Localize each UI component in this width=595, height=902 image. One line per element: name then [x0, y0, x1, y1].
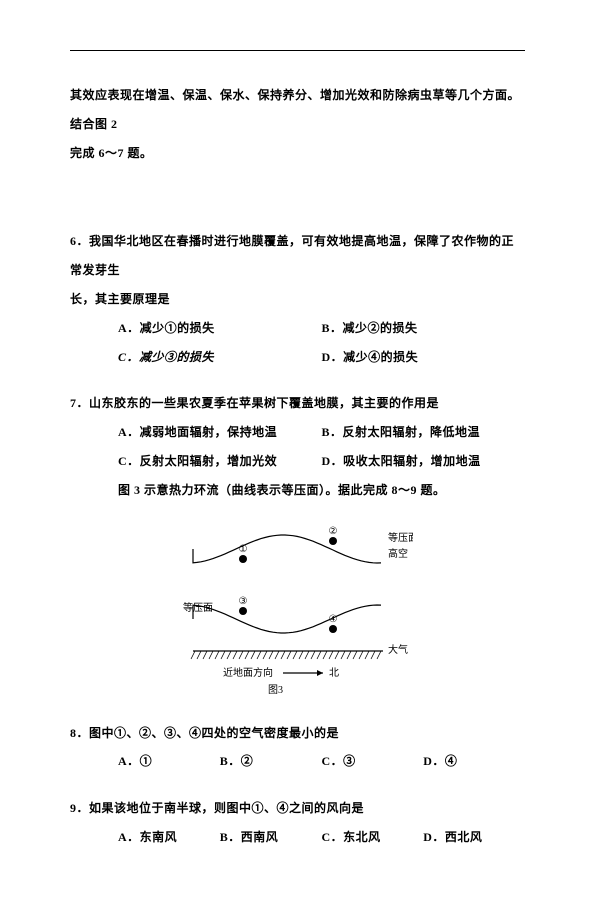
svg-text:等压面: 等压面: [388, 531, 413, 544]
q6-option-b: B．减少②的损失: [322, 314, 526, 343]
q8-option-a: A．①: [118, 747, 220, 776]
q7-options-row1: A．减弱地面辐射，保持地温 B．反射太阳辐射，降低地温: [118, 418, 525, 447]
q6-option-c: C．减少③的损失: [118, 343, 322, 372]
question-8: 8．图中①、②、③、④四处的空气密度最小的是 A．① B．② C．③ D．④: [70, 719, 525, 777]
q6-option-a: A．减少①的损失: [118, 314, 322, 343]
svg-text:近地面方向: 近地面方向: [223, 666, 273, 679]
q7-followup-note: 图 3 示意热力环流（曲线表示等压面）。据此完成 8～9 题。: [118, 476, 525, 505]
top-rule: [70, 50, 525, 51]
question-6: 6．我国华北地区在春播时进行地膜覆盖，可有效地提高地温，保障了农作物的正常发芽生…: [70, 227, 525, 371]
svg-text:②: ②: [328, 526, 337, 537]
q7-options-row2: C．反射太阳辐射，增加光效 D．吸收太阳辐射，增加地温: [118, 447, 525, 476]
svg-text:高空: 高空: [388, 547, 408, 560]
intro-line1: 其效应表现在增温、保温、保水、保持养分、增加光效和防除病虫草等几个方面。结合图 …: [70, 81, 525, 139]
q8-option-d: D．④: [423, 747, 525, 776]
q9-stem: 9．如果该地位于南半球，则图中①、④之间的风向是: [70, 794, 525, 823]
svg-text:③: ③: [238, 596, 247, 607]
q9-option-b: B．西南风: [220, 823, 322, 852]
q6-options-row2: C．减少③的损失 D．减少④的损失: [118, 343, 525, 372]
svg-text:①: ①: [238, 544, 247, 555]
question-9: 9．如果该地位于南半球，则图中①、④之间的风向是 A．东南风 B．西南风 C．东…: [70, 794, 525, 852]
q9-options: A．东南风 B．西南风 C．东北风 D．西北风: [118, 823, 525, 852]
q7-option-c: C．反射太阳辐射，增加光效: [118, 447, 322, 476]
svg-text:等压面: 等压面: [183, 601, 213, 614]
intro-line2: 完成 6～7 题。: [70, 139, 525, 168]
q9-option-c: C．东北风: [322, 823, 424, 852]
svg-text:图3: 图3: [268, 684, 283, 696]
q8-options: A．① B．② C．③ D．④: [118, 747, 525, 776]
q9-option-d: D．西北风: [423, 823, 525, 852]
q7-option-b: B．反射太阳辐射，降低地温: [322, 418, 526, 447]
figure-3-svg: ①②③④等压面高空等压面大气近地面方向北图3: [183, 521, 413, 701]
q6-option-d: D．减少④的损失: [322, 343, 526, 372]
q8-option-c: C．③: [322, 747, 424, 776]
q6-options-row1: A．减少①的损失 B．减少②的损失: [118, 314, 525, 343]
q8-stem: 8．图中①、②、③、④四处的空气密度最小的是: [70, 719, 525, 748]
intro-text: 其效应表现在增温、保温、保水、保持养分、增加光效和防除病虫草等几个方面。结合图 …: [70, 81, 525, 167]
svg-text:大气: 大气: [388, 643, 408, 656]
q7-stem: 7．山东胶东的一些果农夏季在苹果树下覆盖地膜，其主要的作用是: [70, 389, 525, 418]
q9-option-a: A．东南风: [118, 823, 220, 852]
q7-option-d: D．吸收太阳辐射，增加地温: [322, 447, 526, 476]
q6-stem-line2: 长，其主要原理是: [70, 285, 525, 314]
svg-text:北: 北: [329, 667, 339, 679]
q7-option-a: A．减弱地面辐射，保持地温: [118, 418, 322, 447]
svg-text:④: ④: [328, 614, 337, 625]
q8-option-b: B．②: [220, 747, 322, 776]
figure-3-diagram: ①②③④等压面高空等压面大气近地面方向北图3: [183, 521, 413, 701]
q6-stem-line1: 6．我国华北地区在春播时进行地膜覆盖，可有效地提高地温，保障了农作物的正常发芽生: [70, 227, 525, 285]
question-7: 7．山东胶东的一些果农夏季在苹果树下覆盖地膜，其主要的作用是 A．减弱地面辐射，…: [70, 389, 525, 504]
